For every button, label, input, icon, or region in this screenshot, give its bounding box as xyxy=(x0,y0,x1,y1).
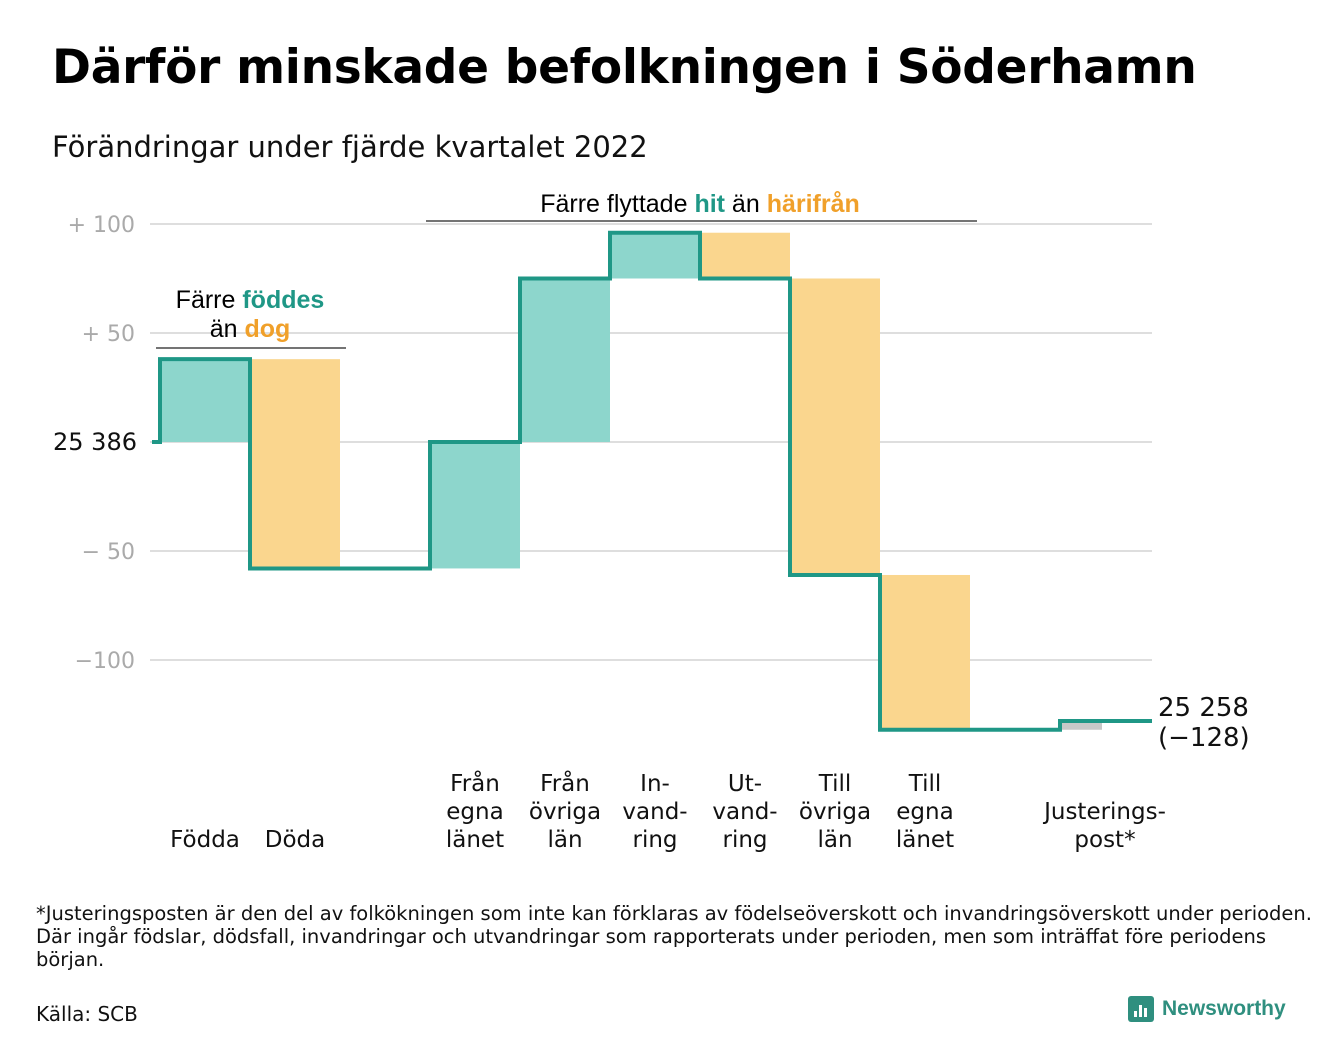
moves-annotation-text-a: Färre flyttade xyxy=(540,190,694,218)
svg-text:Färre flyttade hit än härifrån: Färre flyttade hit än härifrån xyxy=(540,190,860,218)
y-tick-label: + 50 xyxy=(82,322,135,347)
running-total-line xyxy=(152,230,1152,732)
x-tick-label: Ut- xyxy=(728,771,762,797)
x-tick-label: Till xyxy=(818,771,852,797)
newsworthy-logo-icon xyxy=(1128,996,1154,1022)
moves-annotation: Färre flyttade hit än härifrån xyxy=(426,190,977,222)
bar xyxy=(160,359,250,442)
x-tick-label: Födda xyxy=(170,827,240,853)
bar xyxy=(520,278,610,442)
end-value-label: 25 258 xyxy=(1158,693,1249,723)
x-tick-label: In- xyxy=(640,771,670,797)
x-tick-label: vand- xyxy=(622,799,687,825)
x-tick-label: län xyxy=(817,827,852,853)
births-annotation-highlight-in: föddes xyxy=(242,286,324,314)
x-tick-label: Justerings- xyxy=(1042,799,1166,825)
bars xyxy=(160,232,1102,730)
bar xyxy=(430,442,520,569)
bar xyxy=(880,574,970,730)
source-label: Källa: SCB xyxy=(36,1002,138,1026)
end-change-label: (−128) xyxy=(1158,723,1250,753)
births-annotation-text-b: än xyxy=(210,315,245,343)
x-tick-label: Döda xyxy=(265,827,325,853)
x-tick-label: ring xyxy=(722,827,767,853)
x-tick-label: länet xyxy=(446,827,504,853)
running-total-polyline xyxy=(152,230,1152,732)
y-tick-label: + 100 xyxy=(68,213,135,238)
x-tick-label: övriga xyxy=(799,799,871,825)
x-tick-label: Till xyxy=(908,771,942,797)
y-tick-label: − 50 xyxy=(82,540,135,565)
bar xyxy=(1062,721,1102,730)
bar xyxy=(610,232,700,279)
svg-text:Färre föddes: Färre föddes xyxy=(176,286,325,314)
x-tick-label: post* xyxy=(1074,827,1135,853)
x-tick-label: vand- xyxy=(712,799,777,825)
y-axis-ticks: + 100 + 50 25 386 − 50 −100 xyxy=(53,213,137,674)
x-tick-label: ring xyxy=(632,827,677,853)
x-tick-label: Från xyxy=(450,769,500,797)
chart-title: Därför minskade befolkningen i Söderhamn xyxy=(52,40,1197,95)
x-tick-label: län xyxy=(547,827,582,853)
footnote: *Justeringsposten är den del av folkökni… xyxy=(36,902,1312,971)
x-tick-label: länet xyxy=(896,827,954,853)
start-value-label: 25 386 xyxy=(53,428,137,456)
brand-name: Newsworthy xyxy=(1162,997,1286,1020)
x-tick-label: egna xyxy=(896,799,953,825)
moves-annotation-text-c: än xyxy=(725,190,767,218)
bar xyxy=(250,359,340,569)
x-tick-label: övriga xyxy=(529,799,601,825)
bar xyxy=(790,278,880,575)
x-axis-labels: Födda DödaFrånegnalänetFrånövrigalänIn-va… xyxy=(170,769,1166,853)
chart-subtitle: Förändringar under fjärde kvartalet 2022 xyxy=(52,130,648,164)
y-tick-label: −100 xyxy=(75,649,135,674)
svg-text:än dog: än dog xyxy=(210,315,291,343)
brand-logo[interactable]: Newsworthy xyxy=(1128,996,1286,1022)
x-tick-label: egna xyxy=(446,799,503,825)
births-annotation-highlight-out: dog xyxy=(244,315,290,343)
moves-annotation-highlight-out: härifrån xyxy=(767,190,860,218)
births-annotation: Färre föddes än dog xyxy=(156,286,346,349)
x-tick-label: Från xyxy=(540,769,590,797)
births-annotation-text-a: Färre xyxy=(176,286,243,314)
bar xyxy=(700,232,790,279)
moves-annotation-highlight-in: hit xyxy=(694,190,725,218)
